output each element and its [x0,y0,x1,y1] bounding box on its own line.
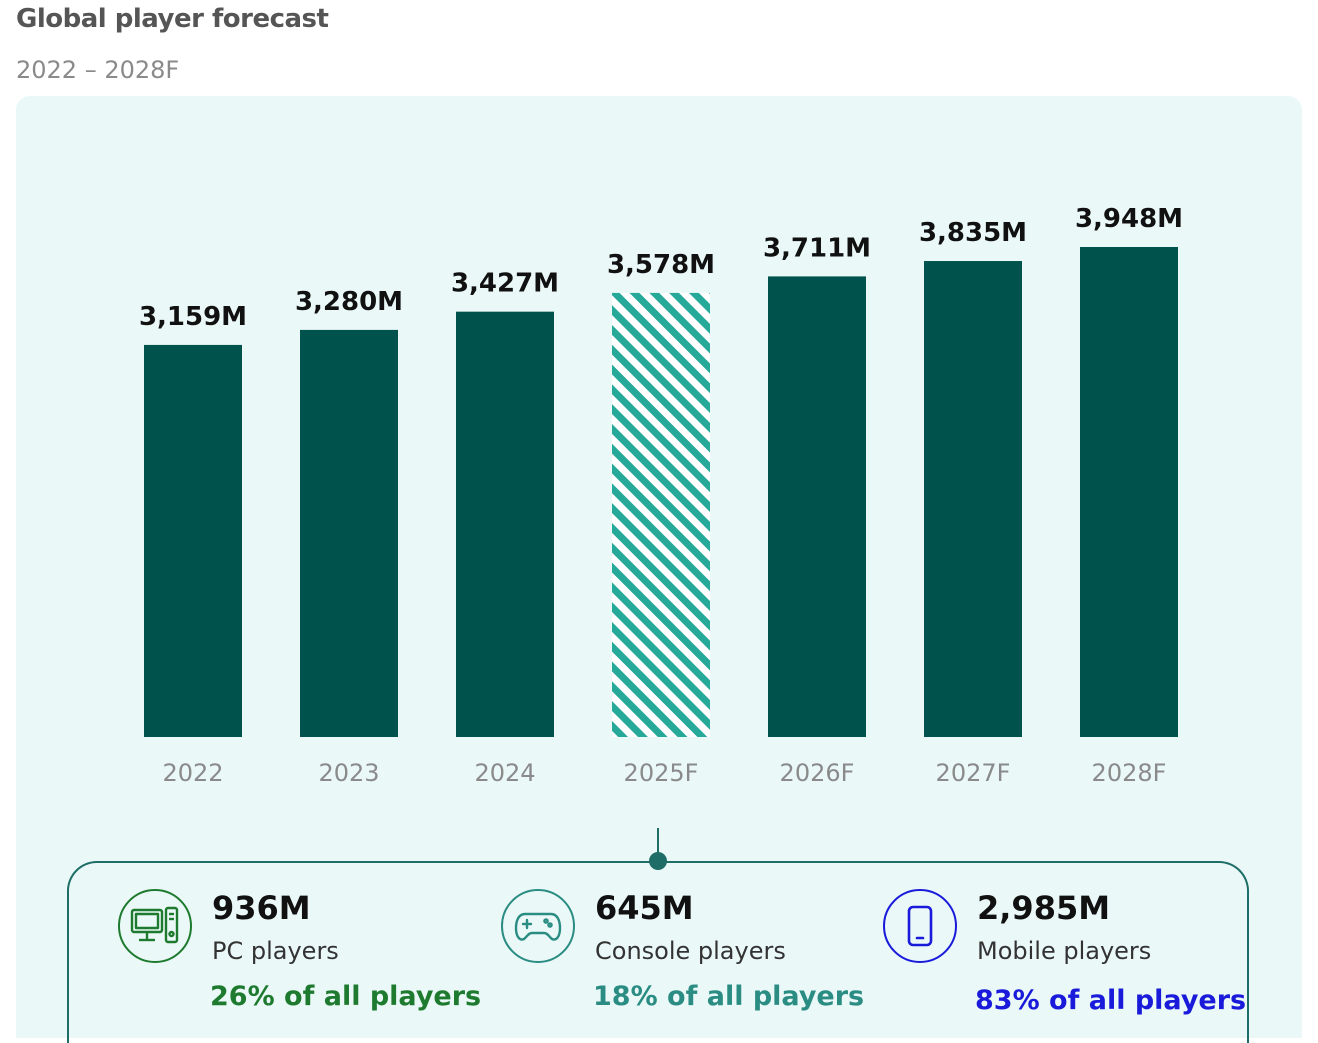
breakdown-connector-line [657,828,659,862]
breakdown-connector-dot [649,852,667,870]
x-tick-label-2025f: 2025F [624,759,699,787]
mobile-players-share: 83% of all players [975,985,1247,1016]
game-controller-icon [501,889,575,963]
x-tick-label-2027f: 2027F [936,759,1011,787]
bar-value-label-2025f: 3,578M [607,250,715,280]
bar-value-label-2027f: 3,835M [919,218,1027,248]
bar-2026f [768,276,866,737]
bar-value-label-2023: 3,280M [295,287,403,317]
pc-players-value: 936M [212,889,311,927]
console-players-value: 645M [595,889,694,927]
console-players-label: Console players [595,937,786,965]
bar-value-label-2028f: 3,948M [1075,204,1183,234]
bar-2028f [1080,247,1178,737]
smartphone-icon [883,889,957,963]
bar-2025f [612,292,710,737]
bar-chart: 3,159M 2022 3,280M 2023 3,427M 2024 3,578M 2025… [139,204,1183,787]
bar-2023 [300,329,398,737]
x-tick-label-2028f: 2028F [1092,759,1167,787]
bar-value-label-2026f: 3,711M [763,233,871,263]
bar-value-label-2024: 3,427M [451,269,559,299]
desktop-computer-icon [118,889,192,963]
x-tick-label-2023: 2023 [318,759,379,787]
mobile-players-value: 2,985M [977,889,1111,927]
bar-2027f [924,261,1022,737]
bar-value-label-2022: 3,159M [139,302,247,332]
pc-players-label: PC players [212,937,339,965]
pc-players-share: 26% of all players [210,981,482,1012]
x-tick-label-2022: 2022 [162,759,223,787]
x-tick-label-2026f: 2026F [780,759,855,787]
bar-2022 [144,344,242,737]
mobile-players-label: Mobile players [977,937,1152,965]
console-players-share: 18% of all players [593,981,865,1012]
bar-2024 [456,311,554,737]
chart-title: Global player forecast [16,4,329,34]
x-tick-label-2024: 2024 [474,759,535,787]
chart-subtitle: 2022 – 2028F [16,56,180,84]
